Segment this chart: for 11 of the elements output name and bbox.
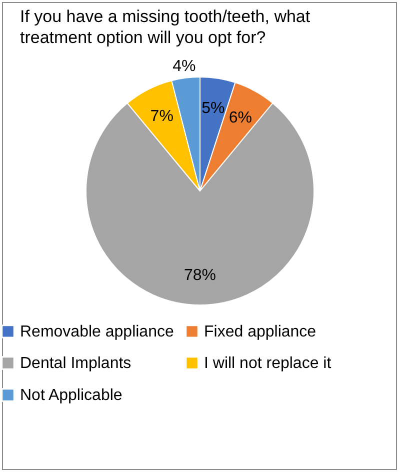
legend-label: Not Applicable bbox=[20, 387, 122, 404]
legend-label: Removable appliance bbox=[20, 323, 174, 340]
chart-title: If you have a missing tooth/teeth, what treatment option will you opt for? bbox=[20, 6, 312, 48]
data-label: 7% bbox=[150, 108, 174, 126]
legend-label: Fixed appliance bbox=[204, 323, 316, 340]
legend-label: I will not replace it bbox=[204, 355, 332, 372]
data-label: 6% bbox=[228, 109, 252, 126]
data-label: 5% bbox=[202, 100, 225, 118]
data-label: 4% bbox=[172, 58, 196, 75]
legend-label: Dental Implants bbox=[20, 355, 132, 372]
data-label: 78% bbox=[184, 267, 216, 284]
